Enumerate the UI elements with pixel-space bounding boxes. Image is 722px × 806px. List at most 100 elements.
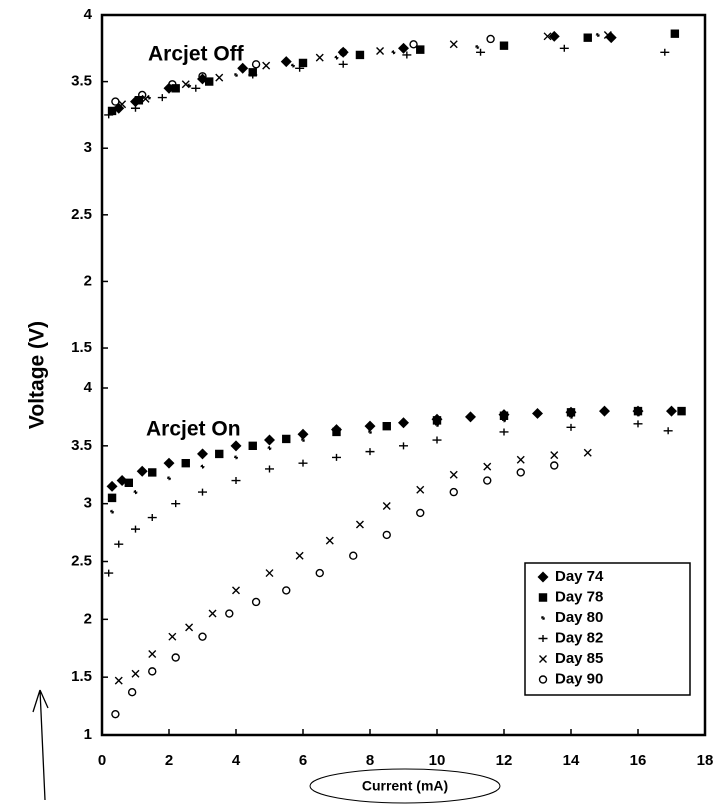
data-point [382,530,391,540]
y-tick-label: 3.5 [71,437,92,454]
data-point [315,568,324,578]
x-tick-label: 14 [563,752,580,769]
x-tick-label: 8 [366,752,374,769]
data-point [364,420,376,432]
data-point [225,609,234,618]
data-point [248,71,258,79]
data-point [583,448,592,457]
data-point [111,97,120,106]
data-point [376,46,385,55]
data-point [104,111,114,119]
data-point [248,441,257,451]
data-point [148,650,157,659]
data-point [663,427,673,435]
y-axis-label: Voltage (V) [26,321,49,429]
data-point [486,34,495,44]
data-point [416,508,425,518]
x-tick-label: 6 [299,752,307,769]
data-point [133,490,138,495]
legend-marker [541,616,545,620]
data-point [349,551,358,560]
data-point [435,423,439,428]
data-point [114,676,123,685]
data-point [583,33,592,42]
data-point [138,90,147,100]
y-tick-label: 3 [84,139,92,156]
data-point [432,436,442,444]
data-point [559,44,569,52]
data-point [660,48,670,56]
data-point [416,45,425,54]
data-point [232,586,240,595]
data-point [334,55,339,60]
data-point [157,94,167,102]
data-point [325,536,334,545]
data-point [251,597,261,607]
data-point [432,416,442,425]
data-point [338,60,348,68]
data-point [295,551,304,560]
data-point [163,457,175,469]
data-point [301,438,305,443]
x-tick-label: 4 [232,752,241,769]
data-point [449,487,458,497]
x-tick-label: 10 [429,752,446,769]
data-point [295,64,305,72]
data-point [282,586,291,595]
data-point [332,427,341,437]
x-tick-label: 2 [165,752,173,769]
data-point [181,80,190,89]
data-point [113,106,118,111]
annotation: Arcjet Off [148,43,245,66]
data-point [636,412,640,417]
x-tick-label: 16 [630,752,647,769]
data-point [231,477,241,485]
data-point [550,461,559,470]
data-point [118,100,127,109]
data-point [365,448,375,456]
data-point [382,501,391,510]
data-point [475,44,480,49]
data-point [181,458,190,468]
data-point [298,58,308,68]
data-point [603,30,612,39]
data-point [167,476,171,481]
data-point [290,63,295,68]
data-point [465,411,476,423]
data-point [131,104,140,112]
data-point [267,446,272,451]
data-point [449,40,458,49]
legend-label: Day 90 [555,670,603,687]
data-point [171,500,181,508]
x-tick-label: 18 [697,752,714,769]
annotation: Arcjet On [146,418,241,441]
data-point [265,569,274,578]
y-tick-label: 2 [84,272,92,289]
data-point [502,418,506,423]
data-point [543,32,552,41]
data-point [262,61,271,70]
data-point [633,406,643,416]
y-tick-label: 1 [84,726,92,743]
legend-label: Day 82 [555,629,603,646]
hand-drawn-circle [309,768,501,804]
data-point [670,29,680,38]
data-point [136,465,148,477]
data-point [483,462,492,471]
data-point [550,451,559,460]
data-point [569,414,573,419]
legend-marker [538,593,548,602]
data-point [315,53,324,62]
data-point [168,80,177,89]
legend-label: Day 80 [555,609,603,626]
data-point [171,653,180,662]
y-tick-label: 1.5 [71,668,92,685]
data-point [483,476,492,485]
plot-frame [100,13,707,737]
y-tick-label: 4 [84,6,93,23]
x-tick-label: 12 [496,752,513,769]
data-point [532,407,543,419]
data-point [398,417,409,429]
data-point [499,411,509,420]
data-point [368,429,372,434]
